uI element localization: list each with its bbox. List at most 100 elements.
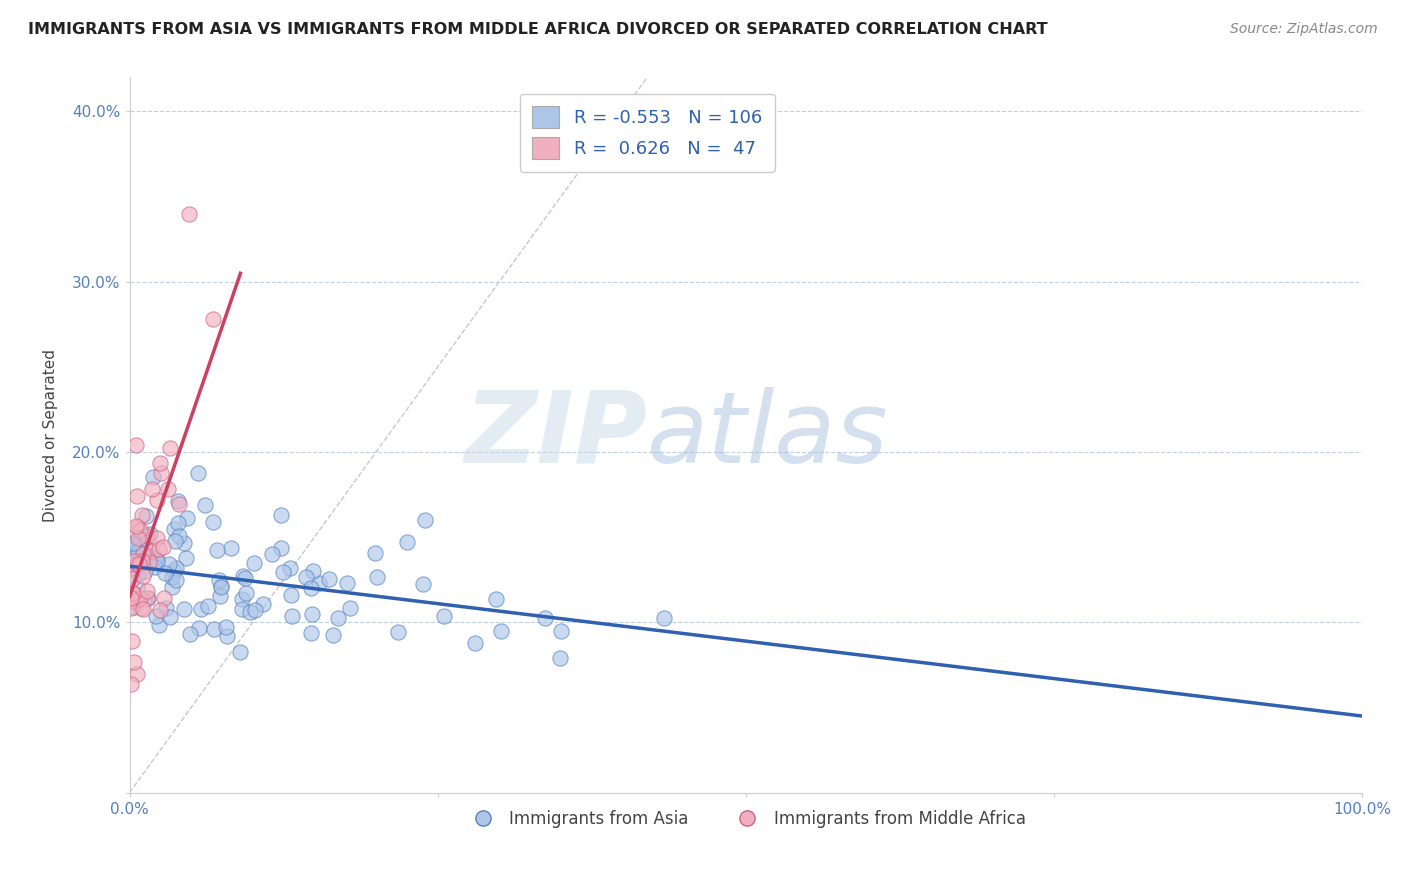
Point — [318, 572, 340, 586]
Point — [122, 599, 145, 614]
Point — [122, 554, 145, 568]
Point — [167, 494, 190, 508]
Point — [121, 586, 143, 600]
Point — [202, 312, 225, 326]
Point — [132, 547, 155, 561]
Point — [124, 438, 146, 452]
Point — [190, 602, 212, 616]
Point — [322, 628, 344, 642]
Point — [134, 564, 156, 578]
Point — [136, 529, 159, 543]
Point — [121, 633, 143, 648]
Point — [243, 556, 266, 570]
Point — [485, 592, 508, 607]
Point — [132, 593, 155, 607]
Point — [433, 609, 456, 624]
Point — [188, 621, 211, 635]
Point — [125, 666, 148, 681]
Point — [363, 545, 385, 559]
Point — [163, 522, 186, 536]
Point — [231, 591, 253, 606]
Point — [143, 552, 166, 566]
Point — [141, 482, 163, 496]
Point — [219, 541, 242, 555]
Point — [165, 573, 187, 587]
Point — [163, 565, 186, 579]
Point — [153, 566, 176, 581]
Point — [205, 543, 228, 558]
Point — [260, 547, 283, 561]
Text: ZIP: ZIP — [464, 386, 647, 483]
Point — [550, 624, 572, 638]
Point — [412, 577, 434, 591]
Text: Source: ZipAtlas.com: Source: ZipAtlas.com — [1230, 22, 1378, 37]
Point — [127, 532, 149, 546]
Point — [396, 534, 419, 549]
Point — [127, 557, 149, 571]
Point — [125, 518, 148, 533]
Point — [149, 456, 172, 470]
Point — [173, 602, 195, 616]
Point — [146, 531, 169, 545]
Point — [215, 629, 238, 643]
Point — [187, 466, 209, 480]
Point — [415, 513, 437, 527]
Point — [273, 565, 295, 579]
Legend: Immigrants from Asia, Immigrants from Middle Africa: Immigrants from Asia, Immigrants from Mi… — [460, 803, 1032, 834]
Point — [121, 573, 143, 587]
Point — [167, 516, 190, 530]
Point — [121, 586, 143, 600]
Text: atlas: atlas — [647, 386, 889, 483]
Point — [165, 561, 187, 575]
Point — [129, 601, 152, 615]
Point — [125, 580, 148, 594]
Point — [326, 611, 349, 625]
Point — [148, 541, 170, 556]
Point — [153, 591, 176, 606]
Point — [122, 655, 145, 669]
Point — [131, 554, 153, 568]
Point — [141, 543, 163, 558]
Point — [197, 599, 219, 614]
Point — [142, 469, 165, 483]
Point — [143, 559, 166, 574]
Point — [387, 625, 409, 640]
Point — [174, 550, 197, 565]
Point — [131, 533, 153, 547]
Point — [233, 571, 256, 585]
Point — [299, 581, 322, 595]
Point — [215, 620, 238, 634]
Point — [302, 564, 325, 578]
Point — [339, 600, 361, 615]
Point — [146, 554, 169, 568]
Point — [489, 624, 512, 638]
Point — [167, 529, 190, 543]
Point — [548, 651, 571, 665]
Point — [281, 609, 304, 624]
Point — [194, 498, 217, 512]
Point — [229, 644, 252, 658]
Point — [209, 579, 232, 593]
Point — [139, 527, 162, 541]
Point — [156, 482, 179, 496]
Point — [131, 568, 153, 582]
Point — [231, 602, 253, 616]
Point — [125, 489, 148, 503]
Point — [160, 570, 183, 584]
Point — [366, 570, 388, 584]
Point — [128, 535, 150, 549]
Point — [165, 533, 187, 548]
Point — [127, 520, 149, 534]
Point — [145, 608, 167, 623]
Point — [129, 523, 152, 537]
Point — [243, 602, 266, 616]
Point — [148, 617, 170, 632]
Point — [209, 580, 232, 594]
Text: IMMIGRANTS FROM ASIA VS IMMIGRANTS FROM MIDDLE AFRICA DIVORCED OR SEPARATED CORR: IMMIGRANTS FROM ASIA VS IMMIGRANTS FROM … — [28, 22, 1047, 37]
Point — [534, 611, 557, 625]
Point — [173, 536, 195, 550]
Point — [208, 589, 231, 603]
Point — [124, 551, 146, 566]
Point — [159, 610, 181, 624]
Point — [145, 493, 167, 508]
